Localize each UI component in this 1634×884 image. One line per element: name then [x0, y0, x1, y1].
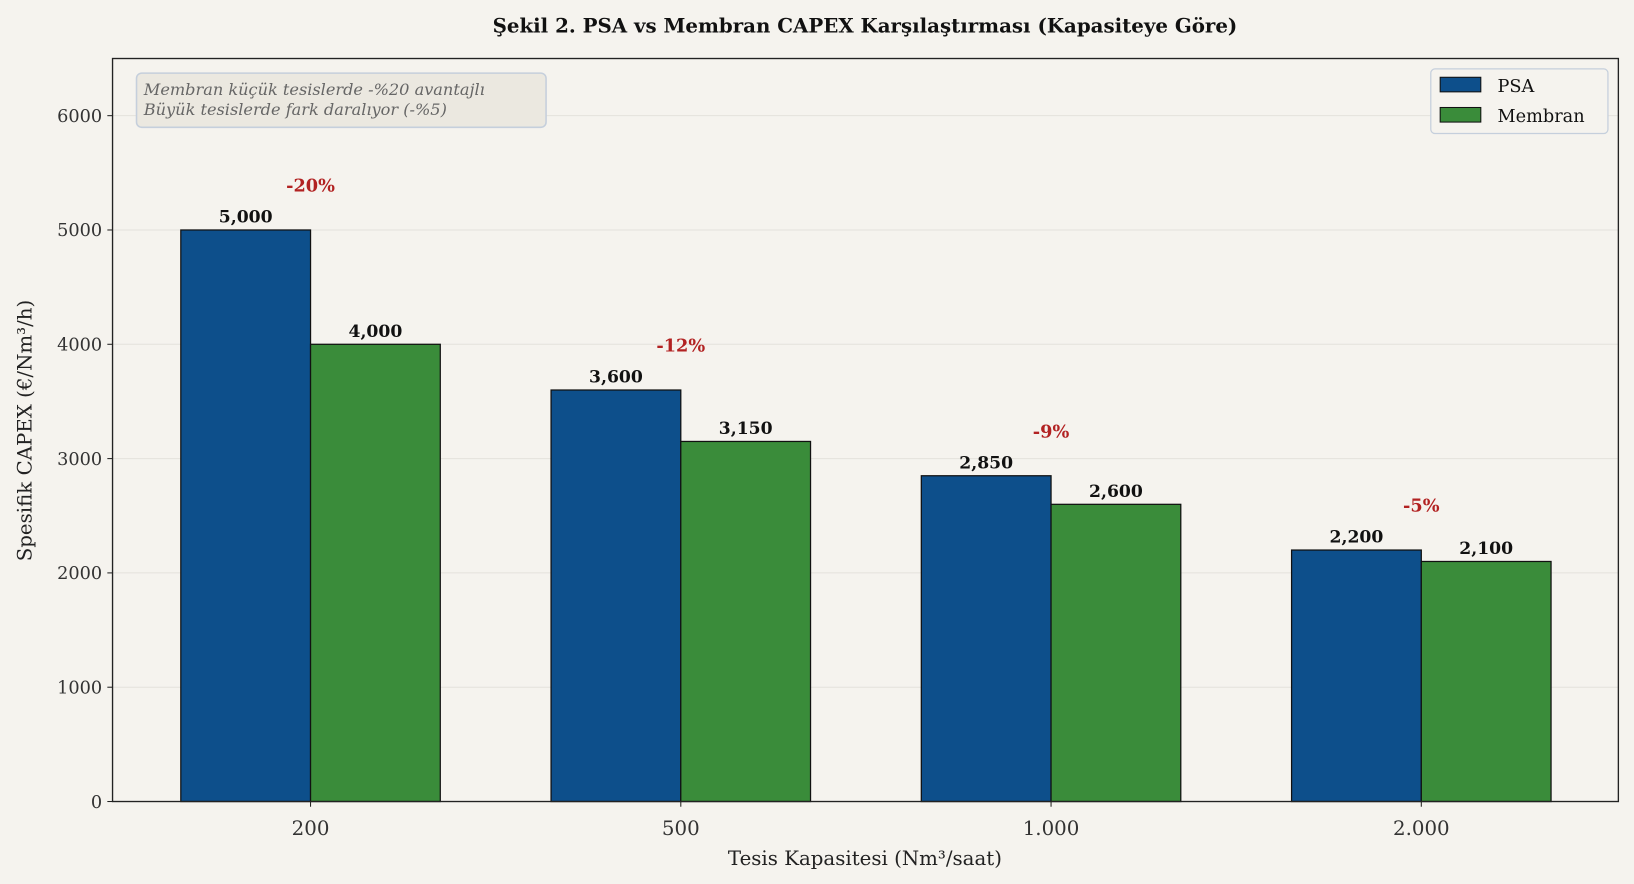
annotation-line-2: Büyük tesislerde fark daralıyor (-%5) [143, 100, 447, 119]
y-axis-label: Spesifik CAPEX (€/Nm³/h) [13, 300, 36, 562]
x-tick-label: 2.000 [1393, 817, 1450, 840]
y-tick-label: 4000 [57, 336, 102, 356]
bar-value-label: 5,000 [219, 208, 273, 228]
legend-label-membran: Membran [1497, 107, 1584, 127]
x-tick-label: 1.000 [1023, 817, 1080, 840]
x-tick-label: 200 [292, 817, 330, 840]
bar-membran-0 [309, 343, 441, 803]
diff-label: -12% [656, 336, 705, 357]
y-tick-label: 5000 [57, 221, 102, 241]
diff-label: -9% [1033, 421, 1070, 442]
plot-frame [111, 57, 1620, 803]
bar-value-label: 2,200 [1330, 528, 1384, 548]
legend-swatch-psa [1439, 76, 1482, 93]
bar-psa-3 [1290, 549, 1422, 803]
legend-swatch-membran [1439, 106, 1482, 123]
bar-value-label: 2,600 [1089, 482, 1143, 502]
legend: PSA Membran [1430, 68, 1609, 135]
chart-title: Şekil 2. PSA vs Membran CAPEX Karşılaştı… [493, 13, 1238, 37]
y-tick-label: 3000 [57, 450, 102, 470]
bar-value-label: 4,000 [348, 322, 402, 342]
legend-label-psa: PSA [1497, 77, 1534, 97]
bar-membran-1 [680, 440, 812, 803]
annotation-box: Membran küçük tesislerde -%20 avantajlı … [135, 72, 547, 129]
bar-value-label: 3,150 [719, 419, 773, 439]
y-tick-label: 0 [91, 793, 102, 813]
annotation-line-1: Membran küçük tesislerde -%20 avantajlı [143, 80, 485, 99]
bar-membran-2 [1050, 503, 1182, 803]
y-tick-label: 6000 [57, 107, 102, 127]
bar-value-label: 3,600 [589, 368, 643, 388]
y-tick-label: 2000 [57, 564, 102, 584]
bar-psa-2 [920, 475, 1052, 803]
x-axis-label: Tesis Kapasitesi (Nm³/saat) [728, 847, 1002, 870]
y-tick-label: 1000 [57, 678, 102, 698]
x-tick-label: 500 [662, 817, 700, 840]
bar-psa-1 [550, 389, 682, 803]
bar-psa-0 [180, 229, 312, 803]
diff-label: -20% [286, 176, 335, 197]
diff-label: -5% [1403, 496, 1440, 517]
bar-value-label: 2,850 [959, 453, 1013, 473]
bar-membran-3 [1420, 560, 1552, 803]
bar-value-label: 2,100 [1459, 539, 1513, 559]
